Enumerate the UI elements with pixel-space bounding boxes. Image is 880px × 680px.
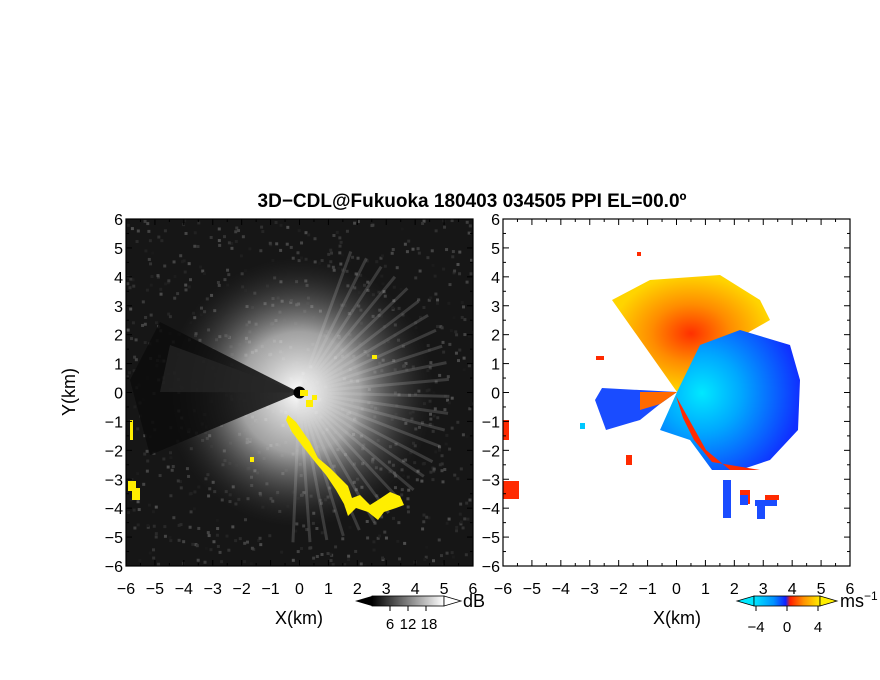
velocity-colorbar-tick: −4 [747, 619, 764, 636]
x-tick-label: 2 [353, 581, 362, 598]
y-tick-label: 5 [114, 241, 123, 258]
reflectivity-colorbar-tick: 18 [421, 616, 438, 633]
velocity-panel: −6 −5 −4 −3 −2 −1 0 1 2 3 4 5 6 6 5 4 3 2 1 0 −1 −2 −3 −4 −5 −6 X… [482, 212, 855, 628]
y-tick-label: 1 [491, 357, 500, 374]
velocity-colorbar-tick: 4 [814, 619, 822, 636]
y-tick-label: 0 [491, 386, 500, 403]
y-tick-label: 5 [491, 241, 500, 258]
x-tick-label: 4 [411, 581, 420, 598]
y-tick-label: −4 [105, 501, 123, 518]
y-tick-label: 3 [491, 299, 500, 316]
velocity-ticks: −6 −5 −4 −3 −2 −1 0 1 2 3 4 5 6 6 5 4 3 2 1 0 −1 −2 −3 −4 −5 −6 [482, 212, 855, 598]
x-tick-label: 3 [382, 581, 391, 598]
x-tick-label: 0 [295, 581, 304, 598]
velocity-xlabel: X(km) [653, 608, 701, 628]
y-tick-label: −1 [105, 414, 123, 431]
y-tick-label: −1 [482, 414, 500, 431]
velocity-colorbar: −4 0 4 ms−1 [735, 589, 878, 636]
x-tick-label: −6 [117, 581, 135, 598]
y-tick-label: −2 [105, 443, 123, 460]
y-tick-label: −4 [482, 501, 500, 518]
x-tick-label: 2 [730, 581, 739, 598]
velocity-colorbar-unit: ms−1 [840, 589, 878, 611]
y-tick-label: −3 [482, 472, 500, 489]
x-tick-label: −5 [146, 581, 164, 598]
x-tick-label: 3 [759, 581, 768, 598]
velocity-colorbar-tick: 0 [783, 619, 791, 636]
y-tick-label: −5 [482, 530, 500, 547]
reflectivity-xlabel: X(km) [275, 608, 323, 628]
reflectivity-colorbar-tick: 6 [386, 616, 394, 633]
y-tick-label: 6 [114, 212, 123, 229]
y-tick-label: 4 [491, 270, 500, 287]
x-tick-label: 4 [788, 581, 797, 598]
chart-title: 3D−CDL@Fukuoka 180403 034505 PPI EL=00.0… [258, 191, 687, 212]
y-tick-label: 6 [491, 212, 500, 229]
reflectivity-colorbar-unit: dB [463, 591, 485, 611]
y-tick-label: 3 [114, 299, 123, 316]
y-tick-label: −5 [105, 530, 123, 547]
y-tick-label: −3 [105, 472, 123, 489]
y-tick-label: 2 [114, 328, 123, 345]
y-tick-label: 1 [114, 357, 123, 374]
x-tick-label: 6 [469, 581, 478, 598]
reflectivity-image [126, 219, 473, 566]
y-tick-label: 4 [114, 270, 123, 287]
y-tick-label: −2 [482, 443, 500, 460]
x-tick-label: −4 [552, 581, 570, 598]
x-tick-label: −3 [581, 581, 599, 598]
x-tick-label: −1 [638, 581, 656, 598]
y-tick-label: −6 [105, 559, 123, 576]
x-tick-label: −1 [261, 581, 279, 598]
x-tick-label: −3 [204, 581, 222, 598]
reflectivity-panel: −6 −5 −4 −3 −2 −1 0 1 2 3 4 5 6 6 5 4 3 2 1 0 −1 −2 −3 −4 −5 −6 X… [59, 212, 478, 628]
x-tick-label: 0 [672, 581, 681, 598]
x-tick-label: −4 [175, 581, 193, 598]
x-tick-label: −5 [523, 581, 541, 598]
x-tick-label: −6 [494, 581, 512, 598]
x-tick-label: 5 [440, 581, 449, 598]
x-tick-label: −2 [233, 581, 251, 598]
x-tick-label: 1 [324, 581, 333, 598]
reflectivity-ylabel: Y(km) [59, 368, 79, 416]
y-tick-label: −6 [482, 559, 500, 576]
reflectivity-colorbar-tick: 12 [400, 616, 417, 633]
x-tick-label: 5 [817, 581, 826, 598]
velocity-image [503, 219, 850, 566]
x-tick-label: 6 [846, 581, 855, 598]
reflectivity-colorbar: 6 12 18 dB [355, 591, 485, 633]
x-tick-label: 1 [701, 581, 710, 598]
y-tick-label: 0 [114, 386, 123, 403]
reflectivity-ticks: −6 −5 −4 −3 −2 −1 0 1 2 3 4 5 6 6 5 4 3 2 1 0 −1 −2 −3 −4 −5 −6 [105, 212, 478, 598]
x-tick-label: −2 [610, 581, 628, 598]
y-tick-label: 2 [491, 328, 500, 345]
